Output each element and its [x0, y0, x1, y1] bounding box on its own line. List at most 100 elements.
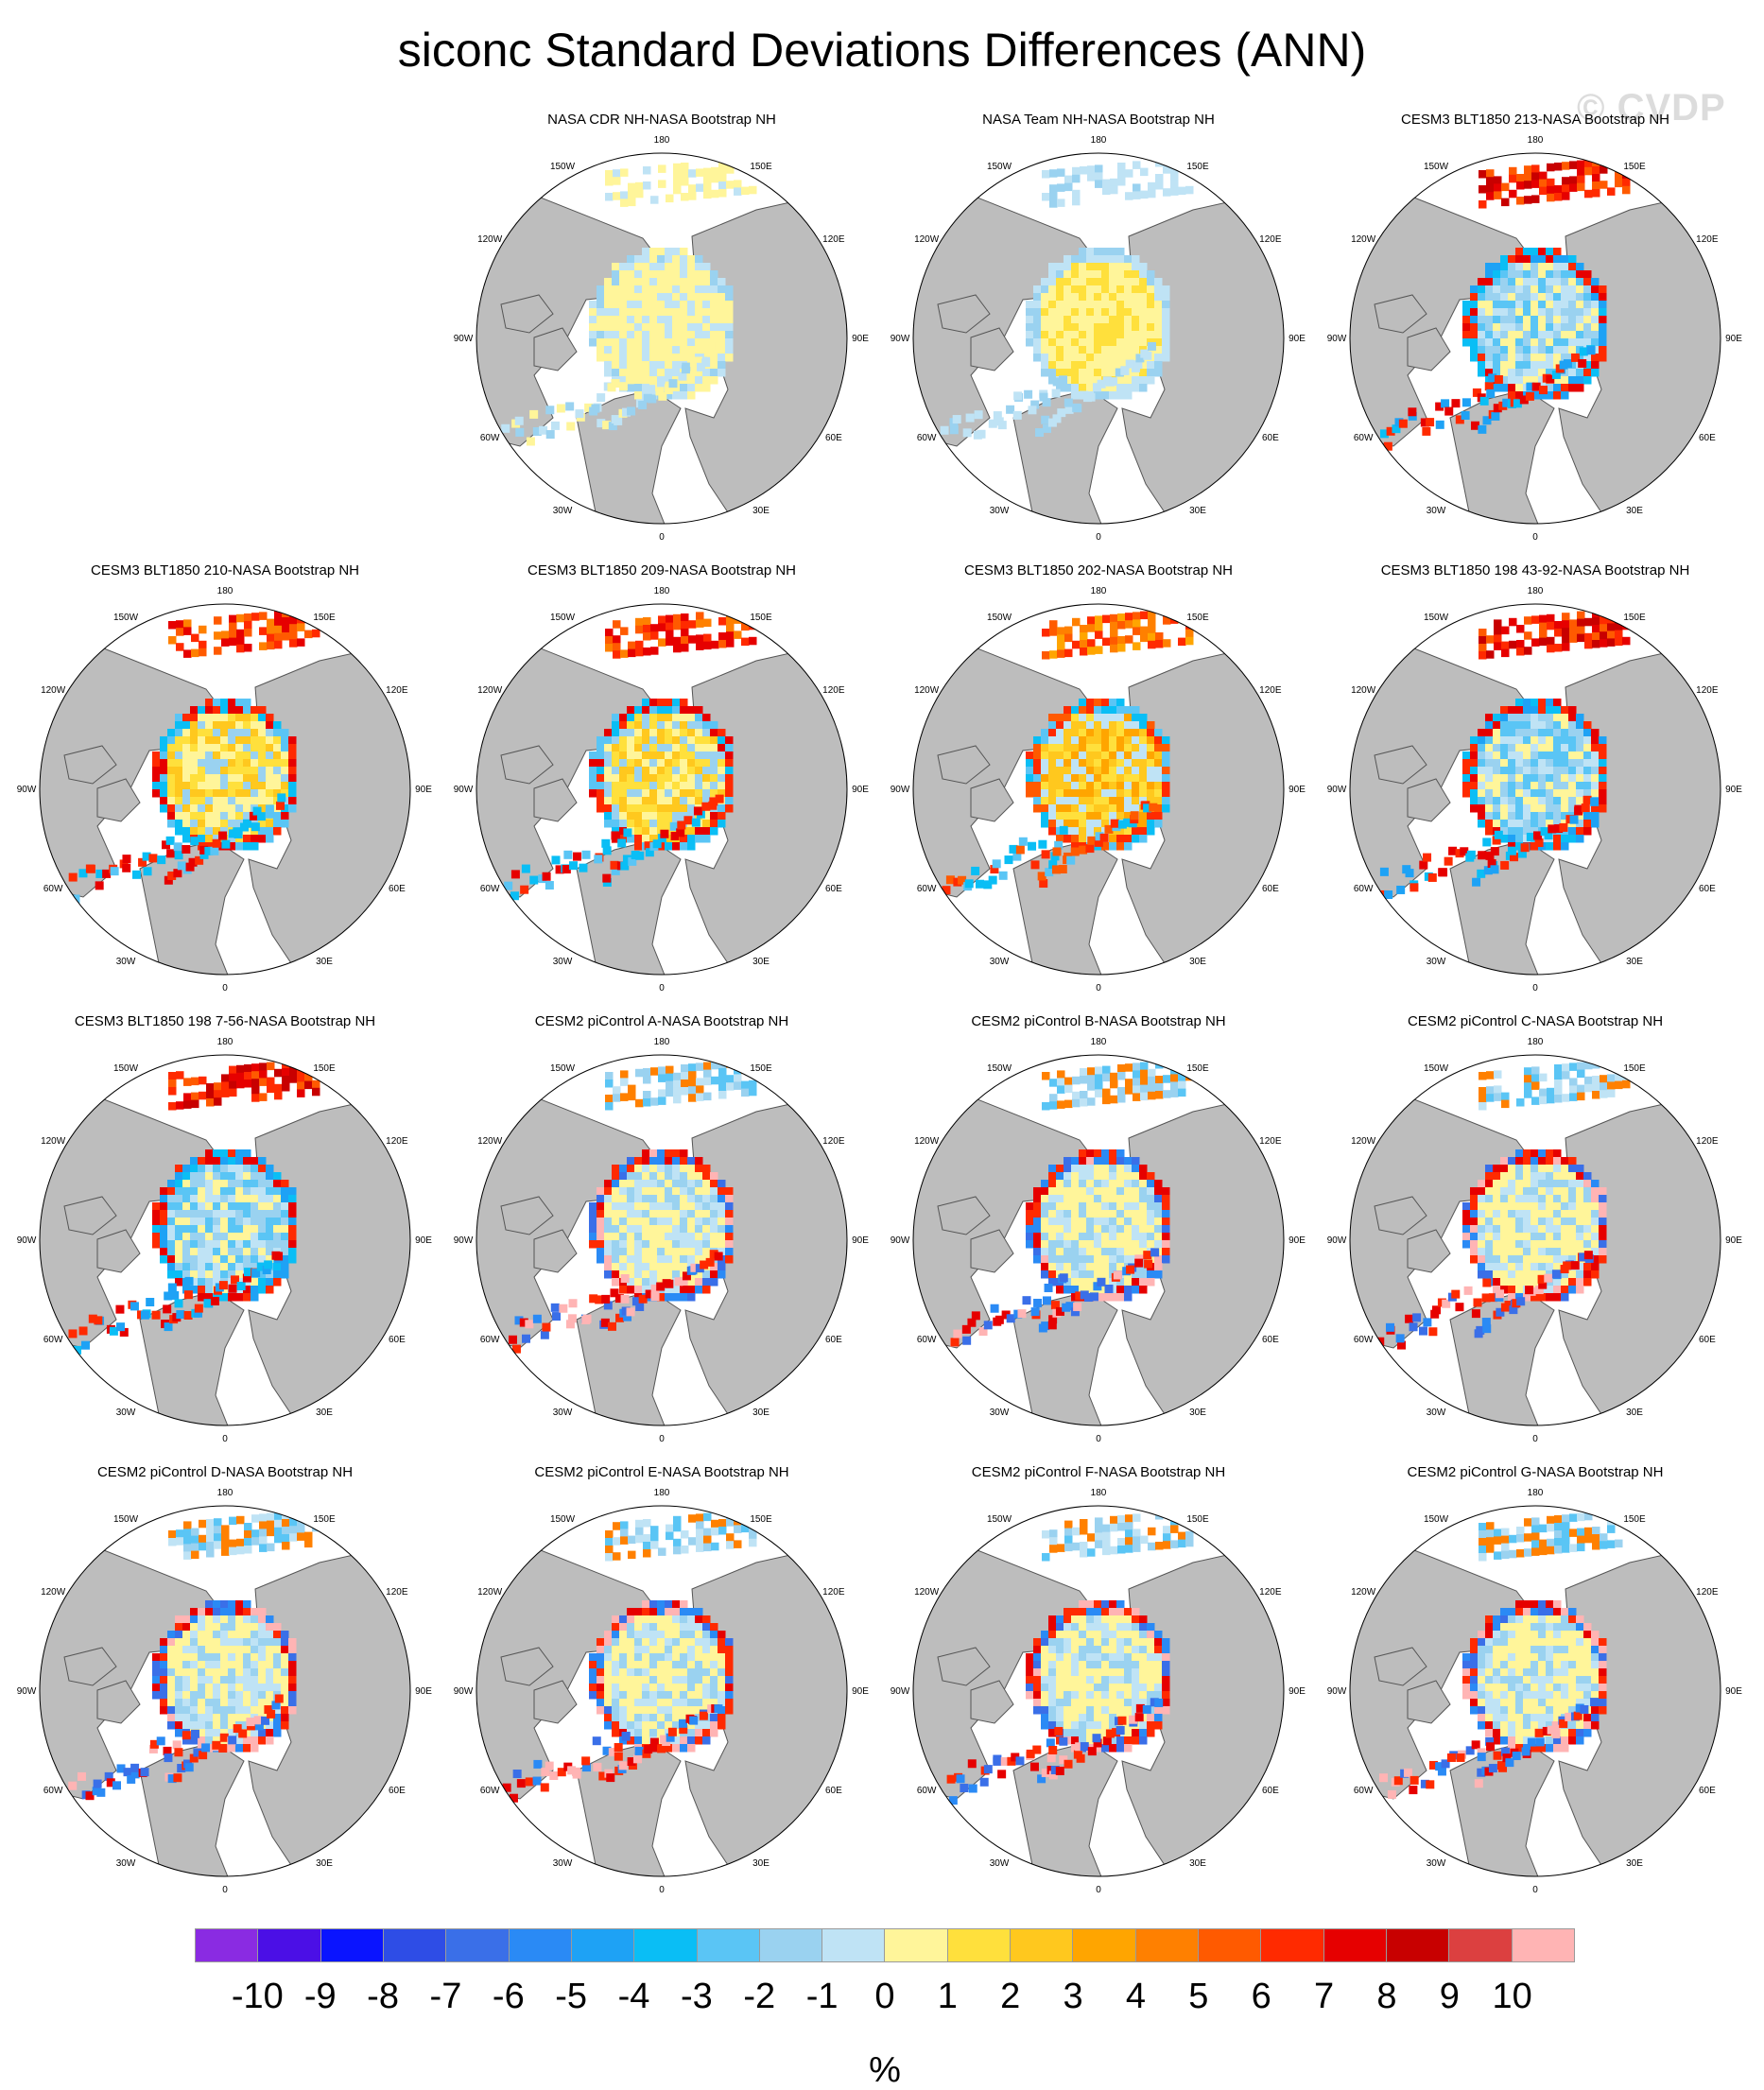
colorbar-swatch: [320, 1928, 383, 1962]
colorbar-swatch: [571, 1928, 633, 1962]
lon-label: 30W: [553, 506, 573, 516]
map-content: [463, 604, 860, 997]
lon-label: 30W: [553, 1408, 573, 1418]
map-panel: CESM3 BLT1850 198 7-56-NASA Bootstrap NH…: [8, 1013, 442, 1448]
lon-label: 30E: [316, 1408, 333, 1418]
colorbar-units: %: [869, 2051, 901, 2089]
lon-label: 150E: [1186, 1063, 1209, 1074]
lon-label: 0: [222, 1434, 228, 1444]
lon-label: 90W: [17, 1686, 37, 1697]
colorbar-swatch: [633, 1928, 696, 1962]
lon-label: 90E: [852, 1686, 869, 1697]
lon-label: 60W: [480, 1786, 500, 1796]
colorbar-swatch: [509, 1928, 571, 1962]
lon-label: 60W: [43, 1335, 63, 1345]
panel-title: CESM3 BLT1850 213-NASA Bootstrap NH: [1318, 112, 1753, 129]
lon-label: 60W: [1354, 884, 1374, 894]
lon-label: 60E: [825, 1786, 842, 1796]
lon-label: 0: [222, 1885, 228, 1895]
lon-label: 30W: [990, 506, 1010, 516]
colorbar-tick: -8: [367, 1978, 399, 2015]
map-content: [900, 604, 1297, 997]
lon-label: 30E: [1626, 1858, 1643, 1869]
lon-label: 150W: [113, 613, 139, 623]
lon-label: 60E: [825, 1335, 842, 1345]
lon-label: 180: [1528, 586, 1544, 596]
lon-label: 150E: [313, 1514, 336, 1525]
lon-label: 120E: [1696, 1136, 1719, 1147]
lon-label: 150E: [750, 613, 772, 623]
lon-label: 90E: [1288, 1235, 1306, 1246]
panel-title: CESM2 piControl D-NASA Bootstrap NH: [8, 1464, 442, 1481]
lon-label: 150E: [1186, 1514, 1209, 1525]
lon-label: 0: [659, 983, 665, 993]
lon-label: 0: [1096, 1885, 1101, 1895]
lon-label: 150E: [750, 1514, 772, 1525]
lon-label: 150W: [987, 162, 1012, 172]
lon-label: 120W: [914, 685, 940, 696]
lon-label: 180: [1528, 135, 1544, 146]
panel-title: CESM2 piControl C-NASA Bootstrap NH: [1318, 1013, 1753, 1030]
lon-label: 60E: [389, 1335, 406, 1345]
lon-label: 150W: [550, 1514, 576, 1525]
lon-label: 60W: [43, 1786, 63, 1796]
lon-label: 90W: [454, 1686, 474, 1697]
lon-label: 150W: [550, 1063, 576, 1074]
colorbar-swatch: [1512, 1928, 1575, 1962]
lon-label: 120E: [1696, 234, 1719, 245]
colorbar-tick: 3: [1064, 1978, 1083, 2015]
lon-label: 90W: [17, 785, 37, 795]
lon-label: 150W: [987, 613, 1012, 623]
lon-label: 150W: [987, 1063, 1012, 1074]
colorbar-tick: -5: [555, 1978, 587, 2015]
lon-label: 60W: [917, 884, 937, 894]
lon-label: 120W: [41, 1587, 66, 1598]
lon-label: 180: [654, 1488, 670, 1498]
lon-label: 30W: [116, 1408, 136, 1418]
panel-title: CESM2 piControl E-NASA Bootstrap NH: [444, 1464, 879, 1481]
lon-label: 180: [1091, 135, 1107, 146]
lon-label: 0: [1532, 1885, 1538, 1895]
lon-label: 30W: [990, 1858, 1010, 1869]
lon-label: 60W: [480, 433, 500, 443]
lon-label: 150W: [1424, 613, 1449, 623]
lon-label: 60W: [1354, 1335, 1374, 1345]
panel-title: CESM3 BLT1850 198 7-56-NASA Bootstrap NH: [8, 1013, 442, 1030]
lon-label: 120W: [1351, 685, 1376, 696]
colorbar-swatch: [1323, 1928, 1386, 1962]
colorbar-tick: -4: [618, 1978, 650, 2015]
lon-label: 120W: [914, 234, 940, 245]
lon-label: 30E: [1626, 506, 1643, 516]
lon-label: 90W: [1327, 1235, 1347, 1246]
lon-label: 30E: [752, 1408, 770, 1418]
lon-label: 150E: [1623, 1514, 1646, 1525]
lon-label: 30W: [990, 1408, 1010, 1418]
lon-label: 90W: [17, 1235, 37, 1246]
lon-label: 180: [217, 1037, 233, 1047]
lon-label: 30E: [1189, 957, 1206, 967]
map-content: [1337, 1055, 1734, 1448]
map-content: [1337, 1506, 1734, 1899]
colorbar-tick: 2: [1000, 1978, 1020, 2015]
lon-label: 150W: [113, 1063, 139, 1074]
lon-label: 150E: [750, 162, 772, 172]
map-content: [900, 1055, 1297, 1448]
map-content: [1337, 604, 1734, 997]
lon-label: 120W: [41, 685, 66, 696]
lon-label: 90E: [1288, 1686, 1306, 1697]
colorbar-swatch: [1260, 1928, 1323, 1962]
lon-label: 150E: [1186, 162, 1209, 172]
lon-label: 180: [1528, 1488, 1544, 1498]
lon-label: 60E: [1699, 884, 1716, 894]
